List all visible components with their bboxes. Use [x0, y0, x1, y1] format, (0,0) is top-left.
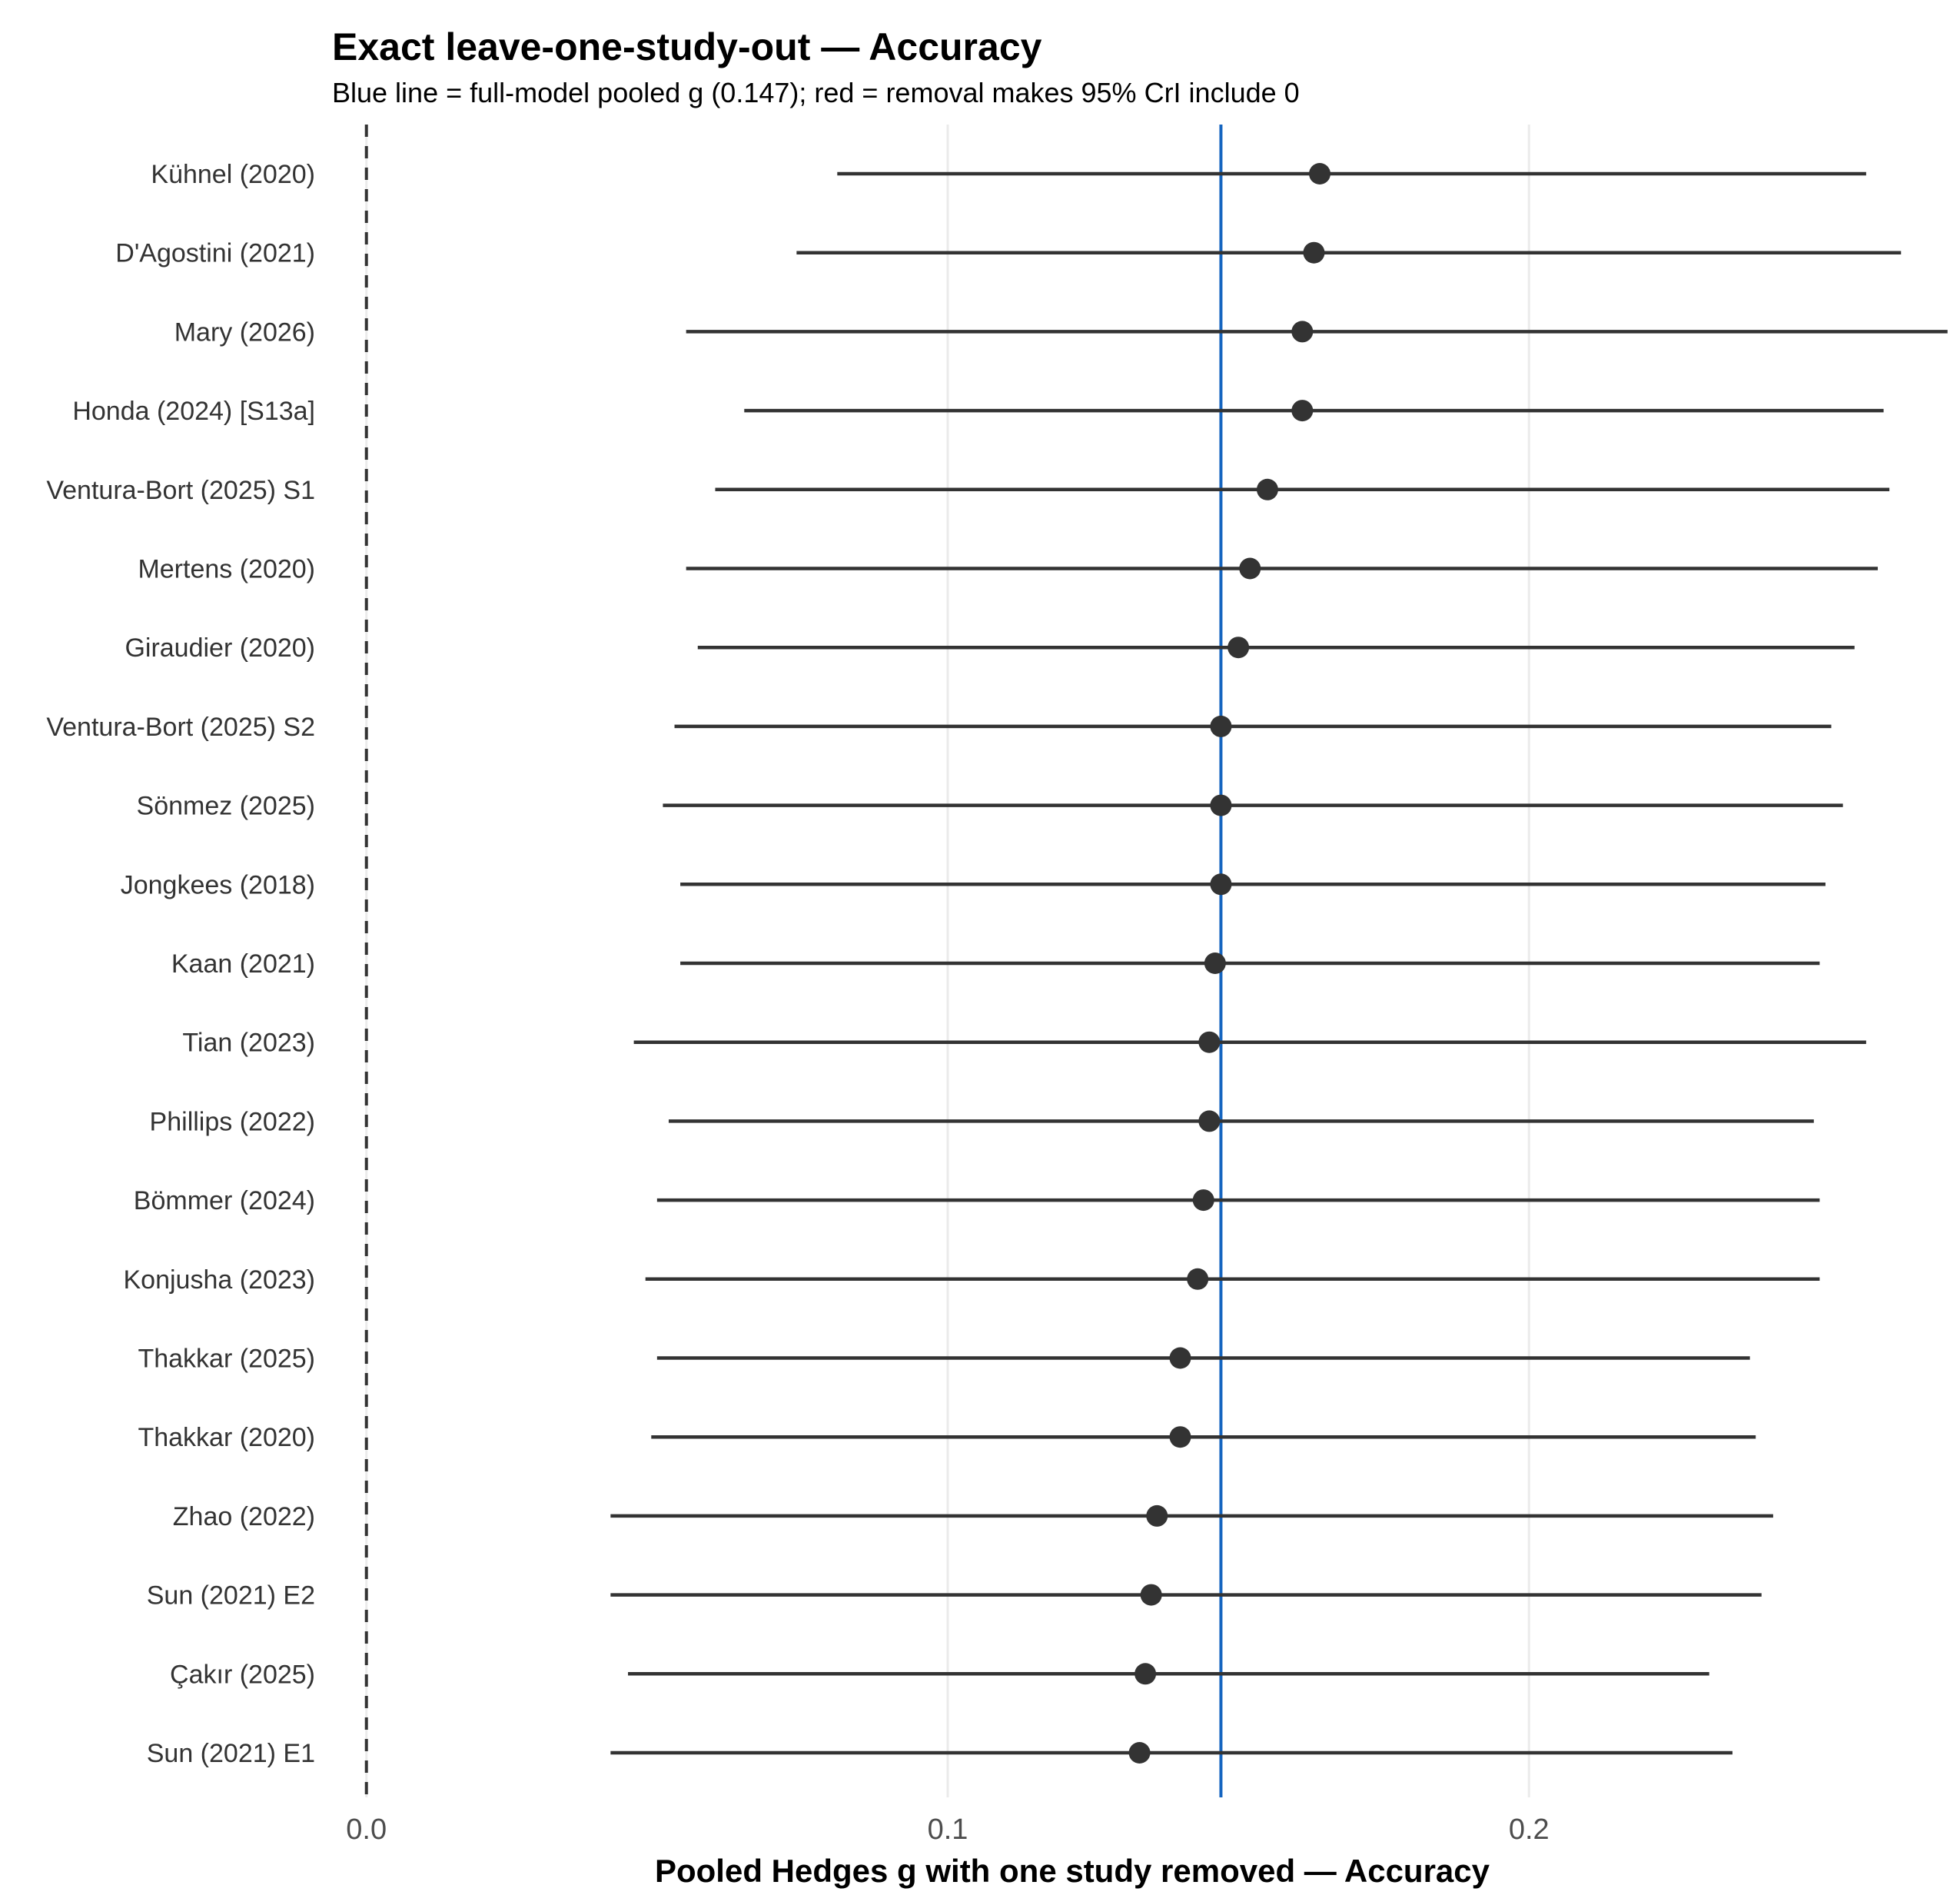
study-label-3: Honda (2024) [S13a] [72, 397, 315, 426]
x-axis-ticks: 0.0 0.1 0.2 [346, 1814, 1549, 1846]
study-label-20: Sun (2021) E1 [147, 1739, 315, 1768]
point-estimate-6 [1227, 637, 1250, 659]
study-label-13: Bömmer (2024) [134, 1186, 315, 1215]
point-estimate-0 [1309, 163, 1331, 185]
point-estimate-16 [1169, 1426, 1191, 1448]
gridlines [365, 125, 1530, 1797]
study-label-11: Tian (2023) [182, 1029, 315, 1058]
x-tick-label-0: 0.0 [346, 1814, 387, 1846]
study-label-9: Jongkees (2018) [121, 870, 315, 899]
study-label-6: Giraudier (2020) [125, 633, 315, 663]
study-label-16: Thakkar (2020) [138, 1423, 315, 1452]
study-label-14: Konjusha (2023) [123, 1265, 315, 1295]
point-estimate-15 [1169, 1347, 1191, 1369]
point-estimate-17 [1146, 1504, 1168, 1527]
point-estimate-10 [1204, 952, 1226, 974]
point-estimate-11 [1198, 1031, 1221, 1053]
x-axis-label: Pooled Hedges g with one study removed —… [655, 1853, 1490, 1889]
point-estimate-5 [1239, 557, 1261, 580]
point-estimate-7 [1210, 715, 1232, 737]
point-estimate-12 [1198, 1110, 1221, 1132]
chart-subtitle: Blue line = full-model pooled g (0.147);… [332, 77, 1300, 108]
point-estimate-9 [1210, 873, 1232, 896]
point-estimate-3 [1291, 400, 1314, 422]
point-estimate-18 [1140, 1584, 1162, 1606]
study-label-10: Kaan (2021) [171, 949, 315, 979]
study-labels: Kühnel (2020) D'Agostini (2021) Mary (2026… [46, 160, 315, 1768]
point-estimate-8 [1210, 794, 1232, 816]
study-label-4: Ventura-Bort (2025) S1 [46, 476, 315, 505]
study-label-2: Mary (2026) [174, 317, 315, 347]
study-label-0: Kühnel (2020) [151, 160, 315, 189]
point-estimate-1 [1303, 241, 1325, 264]
point-estimate-20 [1128, 1742, 1151, 1764]
point-estimate-14 [1187, 1268, 1209, 1290]
point-estimate-19 [1134, 1663, 1157, 1685]
study-label-1: D'Agostini (2021) [115, 239, 315, 268]
point-estimate-13 [1192, 1189, 1214, 1212]
study-label-18: Sun (2021) E2 [147, 1581, 315, 1611]
study-label-15: Thakkar (2025) [138, 1345, 315, 1374]
x-tick-label-1: 0.1 [928, 1814, 968, 1846]
point-estimate-4 [1256, 478, 1278, 500]
x-tick-label-2: 0.2 [1509, 1814, 1550, 1846]
study-label-5: Mertens (2020) [138, 555, 315, 584]
point-estimate-2 [1291, 321, 1314, 343]
study-label-12: Phillips (2022) [150, 1107, 315, 1136]
point-estimates [1128, 163, 1331, 1764]
study-label-17: Zhao (2022) [173, 1502, 315, 1531]
study-label-7: Ventura-Bort (2025) S2 [46, 713, 315, 742]
credible-intervals [610, 171, 1948, 1755]
chart-title: Exact leave-one-study-out — Accuracy [332, 25, 1042, 68]
study-label-8: Sönmez (2025) [137, 792, 315, 821]
study-label-19: Çakır (2025) [170, 1660, 315, 1689]
